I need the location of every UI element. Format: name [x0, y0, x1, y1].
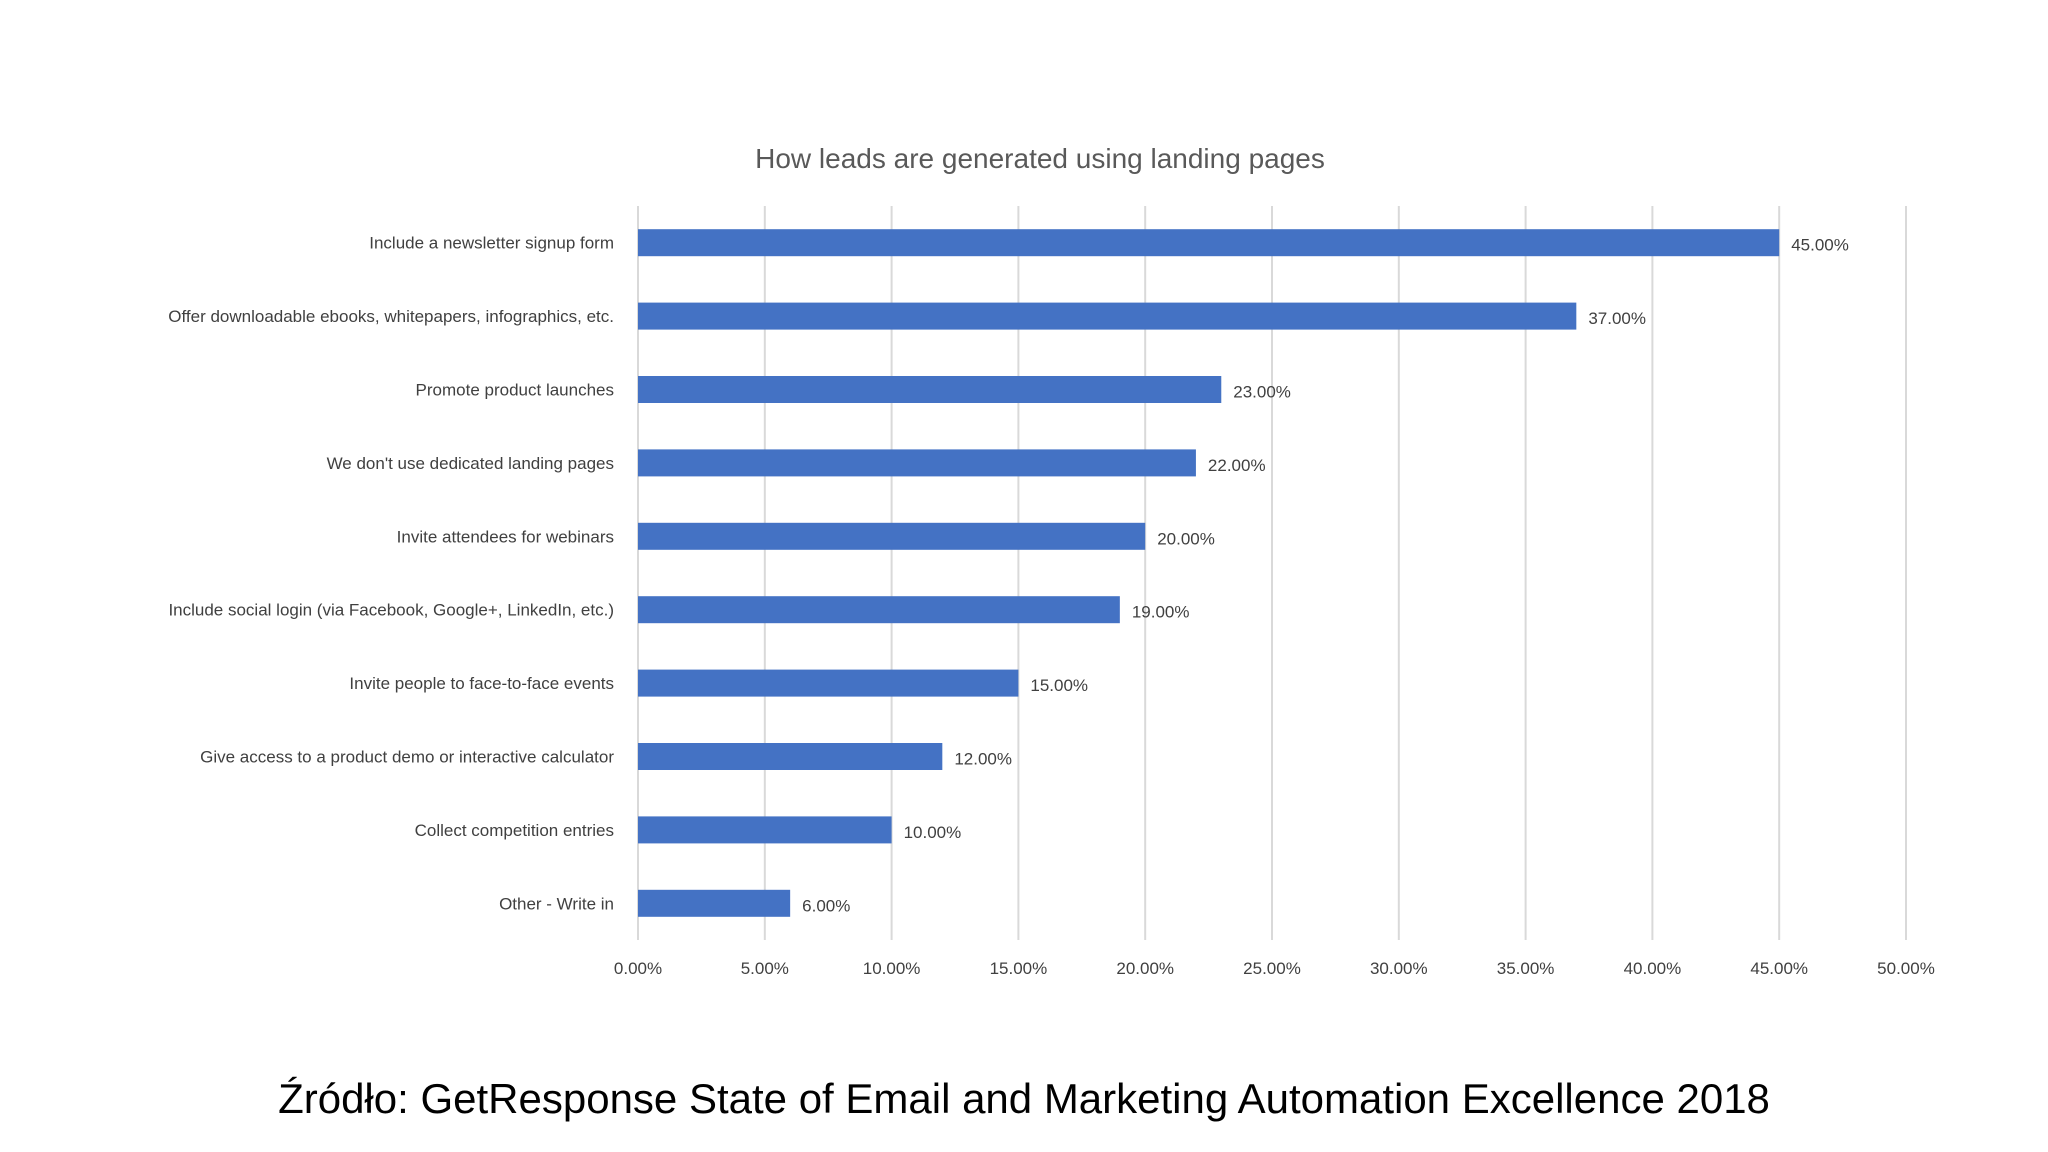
data-label: 23.00% — [1233, 383, 1291, 402]
bar — [638, 669, 1019, 697]
x-tick-label: 35.00% — [1497, 959, 1555, 978]
bar-chart: How leads are generated using landing pa… — [168, 143, 1935, 978]
category-label: Give access to a product demo or interac… — [200, 748, 614, 767]
chart-title: How leads are generated using landing pa… — [755, 143, 1325, 174]
x-tick-label: 15.00% — [990, 959, 1048, 978]
category-label: Other - Write in — [499, 894, 614, 913]
data-label: 10.00% — [904, 823, 962, 842]
category-label: Invite attendees for webinars — [397, 527, 614, 546]
category-label: Offer downloadable ebooks, whitepapers, … — [168, 307, 614, 326]
x-tick-label: 10.00% — [863, 959, 921, 978]
data-label: 20.00% — [1157, 529, 1215, 548]
x-tick-label: 45.00% — [1750, 959, 1808, 978]
category-labels: Include a newsletter signup form Offer do… — [168, 234, 614, 914]
bar — [638, 302, 1577, 330]
bar — [638, 743, 943, 770]
category-label: Include a newsletter signup form — [369, 234, 614, 253]
data-label: 37.00% — [1588, 309, 1646, 328]
category-label: Include social login (via Facebook, Goog… — [168, 601, 614, 620]
data-label: 19.00% — [1132, 603, 1190, 622]
bars — [638, 229, 1780, 917]
x-tick-label: 25.00% — [1243, 959, 1301, 978]
data-label: 45.00% — [1791, 236, 1849, 255]
bar — [638, 816, 892, 844]
x-tick-label: 20.00% — [1116, 959, 1174, 978]
category-label: Promote product launches — [416, 381, 614, 400]
data-labels: 45.00% 37.00% 23.00% 22.00% 20.00% 19.00% 15.0… — [802, 236, 1849, 916]
x-tick-label: 5.00% — [741, 959, 789, 978]
bar — [638, 522, 1146, 550]
category-label: We don't use dedicated landing pages — [327, 454, 614, 473]
x-tick-label: 50.00% — [1877, 959, 1935, 978]
category-label: Invite people to face-to-face events — [349, 674, 614, 693]
bar — [638, 449, 1196, 477]
data-label: 12.00% — [954, 750, 1012, 769]
x-axis-ticks: 0.00% 5.00% 10.00% 15.00% 20.00% 25.00% 30.00%… — [614, 959, 1935, 978]
data-label: 22.00% — [1208, 456, 1266, 475]
category-label: Collect competition entries — [415, 821, 614, 840]
x-tick-label: 40.00% — [1624, 959, 1682, 978]
bar — [638, 229, 1780, 257]
x-tick-label: 0.00% — [614, 959, 662, 978]
data-label: 6.00% — [802, 896, 850, 915]
bar — [638, 376, 1222, 403]
data-label: 15.00% — [1030, 676, 1088, 695]
bar — [638, 596, 1120, 624]
source-caption: Źródło: GetResponse State of Email and M… — [278, 1075, 1770, 1122]
bar — [638, 889, 791, 917]
x-tick-label: 30.00% — [1370, 959, 1428, 978]
